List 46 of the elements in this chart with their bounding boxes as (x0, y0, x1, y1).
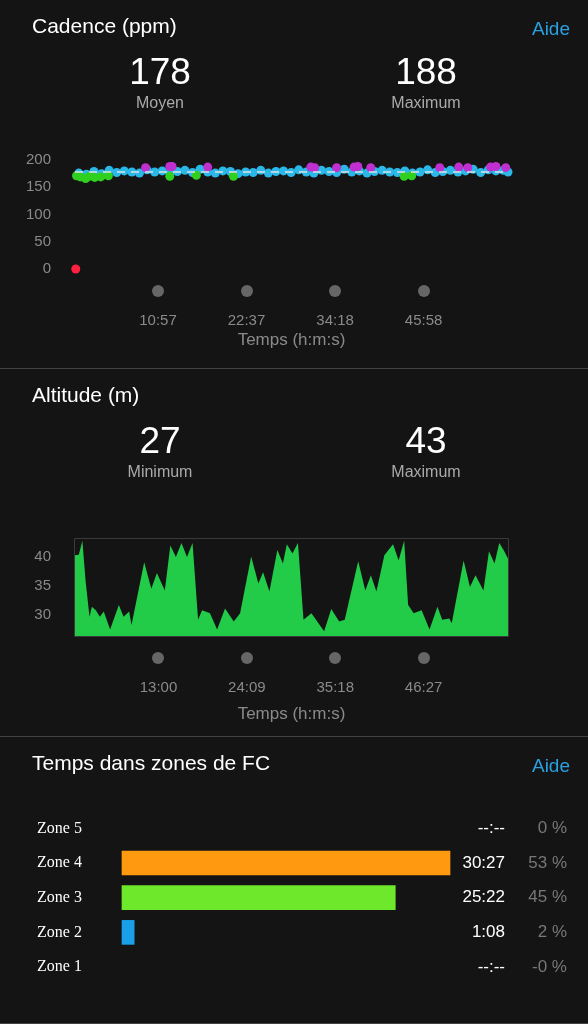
text: Minimum (126, 463, 194, 481)
text: 0 % (537, 818, 567, 838)
y-tick-label: 50 (34, 231, 51, 249)
text: 53 % (528, 852, 567, 872)
y-tick-label: Zone 1 (37, 957, 82, 975)
text: 27 (138, 420, 182, 461)
text: 178 (128, 51, 192, 92)
x-axis-title: Temps (h:m:s) (237, 704, 346, 724)
chart-title: Cadence (ppm) (32, 14, 177, 38)
y-tick-label: Zone 4 (37, 853, 82, 871)
y-tick-label: 200 (25, 150, 51, 168)
text: Maximum (390, 463, 462, 481)
text: Maximum (390, 94, 462, 112)
text: 43 (404, 420, 448, 461)
x-tick-label: 45:58 (404, 311, 443, 329)
chart-title: Altitude (m) (32, 383, 140, 407)
data-label: 1:08 (471, 922, 505, 942)
x-tick-label: 13:00 (139, 678, 178, 696)
text: 45 % (528, 887, 567, 907)
chart-title: Temps dans zones de FC (32, 751, 271, 775)
y-tick-label: 30 (34, 605, 51, 623)
y-tick-label: Zone 5 (37, 818, 82, 836)
text: --:-- (477, 956, 505, 976)
data-label: 30:27 (462, 852, 505, 872)
x-axis-title: Temps (h:m:s) (237, 330, 346, 350)
x-tick-label: 22:37 (227, 311, 266, 329)
y-tick-label: 150 (25, 177, 51, 195)
x-tick-label: 46:27 (404, 678, 443, 696)
y-tick-label: 100 (25, 204, 51, 222)
x-tick-label: 24:09 (228, 678, 266, 696)
text: -0 % (532, 956, 567, 976)
text: 188 (394, 51, 458, 92)
y-tick-label: 0 (42, 259, 51, 277)
data-label: 25:22 (462, 887, 505, 907)
x-tick-label: 10:57 (139, 311, 177, 329)
x-tick-label: 35:18 (316, 678, 354, 696)
y-tick-label: Zone 2 (37, 922, 82, 940)
text: Aide (531, 18, 570, 40)
text: 2 % (537, 922, 567, 942)
text: --:-- (477, 818, 505, 838)
x-tick-label: 34:18 (316, 311, 354, 329)
text: Moyen (135, 94, 185, 112)
y-tick-label: 40 (34, 546, 51, 564)
y-tick-label: 35 (34, 575, 51, 593)
y-tick-label: Zone 3 (37, 887, 82, 905)
text: Aide (531, 755, 570, 777)
